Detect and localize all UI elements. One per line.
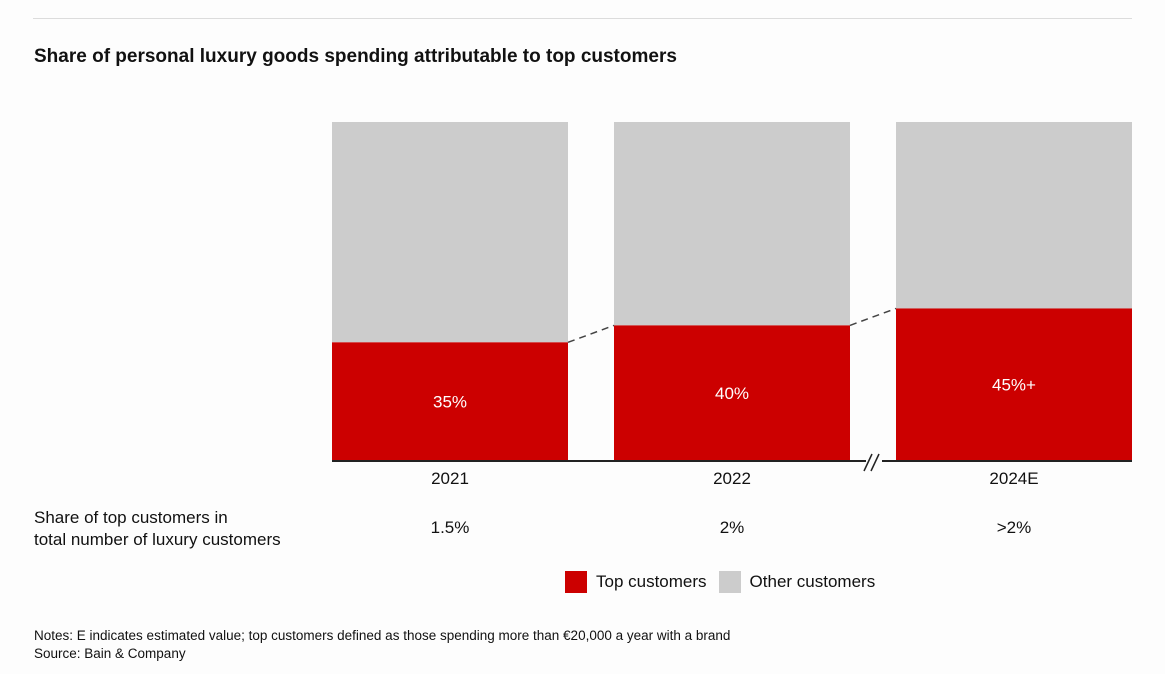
footnotes: Notes: E indicates estimated value; top … — [34, 627, 730, 663]
notes-text: Notes: E indicates estimated value; top … — [34, 628, 731, 643]
bar-top-2021 — [332, 342, 568, 461]
legend: Top customers Other customers — [565, 571, 875, 593]
bar-other-2024E — [896, 122, 1132, 309]
axis-break-mark — [870, 453, 880, 472]
connector-line — [849, 307, 897, 327]
source-text: Source: Bain & Company — [34, 646, 186, 661]
bar-other-2022 — [614, 122, 850, 326]
bar-label-2024E: 45%+ — [992, 376, 1036, 395]
row-label-line2: total number of luxury customers — [34, 530, 281, 549]
row-value-2022: 2% — [720, 518, 745, 537]
connector-line — [567, 324, 615, 344]
legend-label-top: Top customers — [596, 572, 707, 591]
bar-top-2022 — [614, 325, 850, 461]
row-value-2021: 1.5% — [431, 518, 470, 537]
bar-other-2021 — [332, 122, 568, 343]
bar-label-2021: 35% — [433, 393, 467, 412]
bar-top-2024E — [896, 308, 1132, 461]
row-value-2024E: >2% — [997, 518, 1032, 537]
chart-title: Share of personal luxury goods spending … — [34, 46, 677, 67]
axis-break-mark — [863, 453, 873, 472]
x-tick-2021: 2021 — [431, 469, 469, 488]
x-tick-2024E: 2024E — [989, 469, 1038, 488]
x-tick-2022: 2022 — [713, 469, 751, 488]
row-label: Share of top customers in total number o… — [34, 507, 281, 551]
legend-label-other: Other customers — [749, 572, 876, 591]
legend-swatch-top — [565, 571, 587, 593]
top-divider — [33, 18, 1132, 19]
legend-swatch-other — [718, 571, 741, 593]
bar-label-2022: 40% — [715, 384, 749, 403]
row-label-line1: Share of top customers in — [34, 508, 228, 527]
